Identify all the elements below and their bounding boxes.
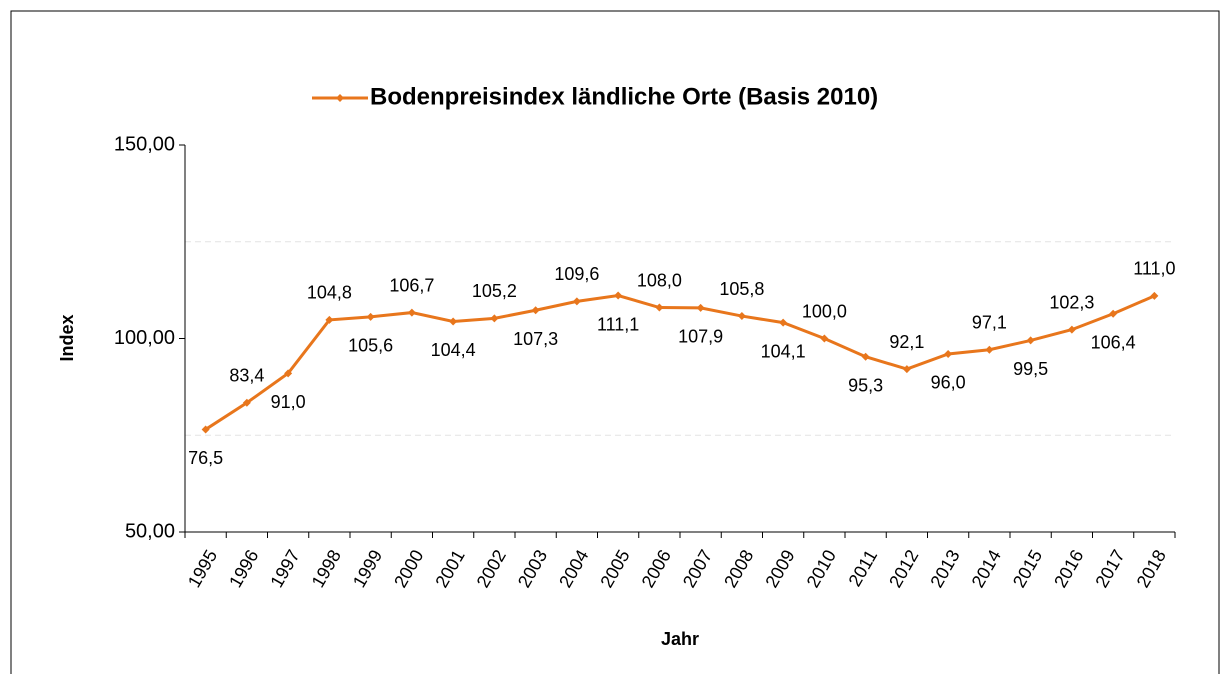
point	[325, 315, 334, 324]
data-label: 111,1	[597, 314, 639, 334]
data-label: 108,0	[637, 270, 682, 290]
data-label: 107,3	[513, 329, 558, 349]
point	[696, 303, 705, 312]
series-line	[204, 294, 1155, 431]
point	[614, 291, 623, 300]
data-label: 104,1	[761, 341, 806, 361]
point	[1026, 336, 1035, 345]
point	[820, 334, 829, 343]
point	[284, 369, 293, 378]
data-label: 95,3	[848, 375, 883, 395]
point	[1150, 291, 1159, 300]
point	[201, 425, 210, 434]
point	[902, 365, 911, 374]
point	[572, 297, 581, 306]
data-label: 111,0	[1133, 259, 1175, 279]
y-tick-label: 50,00	[125, 520, 175, 542]
data-label: 99,5	[1013, 359, 1048, 379]
x-axis-label: Jahr	[661, 629, 699, 649]
point	[242, 398, 251, 407]
point	[737, 312, 746, 321]
data-label: 83,4	[229, 365, 264, 385]
data-label: 100,0	[802, 301, 847, 321]
data-label: 92,1	[889, 332, 924, 352]
point	[985, 345, 994, 354]
point	[366, 312, 375, 321]
data-label: 106,7	[389, 275, 434, 295]
data-label: 102,3	[1049, 292, 1094, 312]
point	[1067, 325, 1076, 334]
legend-marker	[336, 94, 344, 102]
point	[779, 318, 788, 327]
data-label: 107,9	[678, 327, 723, 347]
y-tick-label: 100,00	[114, 327, 175, 349]
point	[861, 352, 870, 361]
point	[449, 317, 458, 326]
data-label: 105,6	[348, 336, 393, 356]
data-label: 76,5	[188, 448, 223, 468]
point	[944, 349, 953, 358]
data-label: 104,4	[431, 340, 476, 360]
data-label: 96,0	[931, 373, 966, 393]
point	[531, 306, 540, 315]
data-label: 97,1	[972, 312, 1007, 332]
y-axis-label: Index	[57, 314, 77, 361]
point	[407, 308, 416, 317]
chart-border	[10, 10, 1220, 674]
data-label: 105,2	[472, 281, 517, 301]
data-label: 104,8	[307, 283, 352, 303]
point	[655, 303, 664, 312]
data-label: 109,6	[554, 264, 599, 284]
data-label: 91,0	[271, 392, 306, 412]
data-label: 105,8	[719, 279, 764, 299]
y-tick-label: 150,00	[114, 133, 175, 155]
legend-label: Bodenpreisindex ländliche Orte (Basis 20…	[370, 83, 878, 110]
point	[490, 314, 499, 323]
point	[1109, 309, 1118, 318]
data-label: 106,4	[1091, 332, 1136, 352]
